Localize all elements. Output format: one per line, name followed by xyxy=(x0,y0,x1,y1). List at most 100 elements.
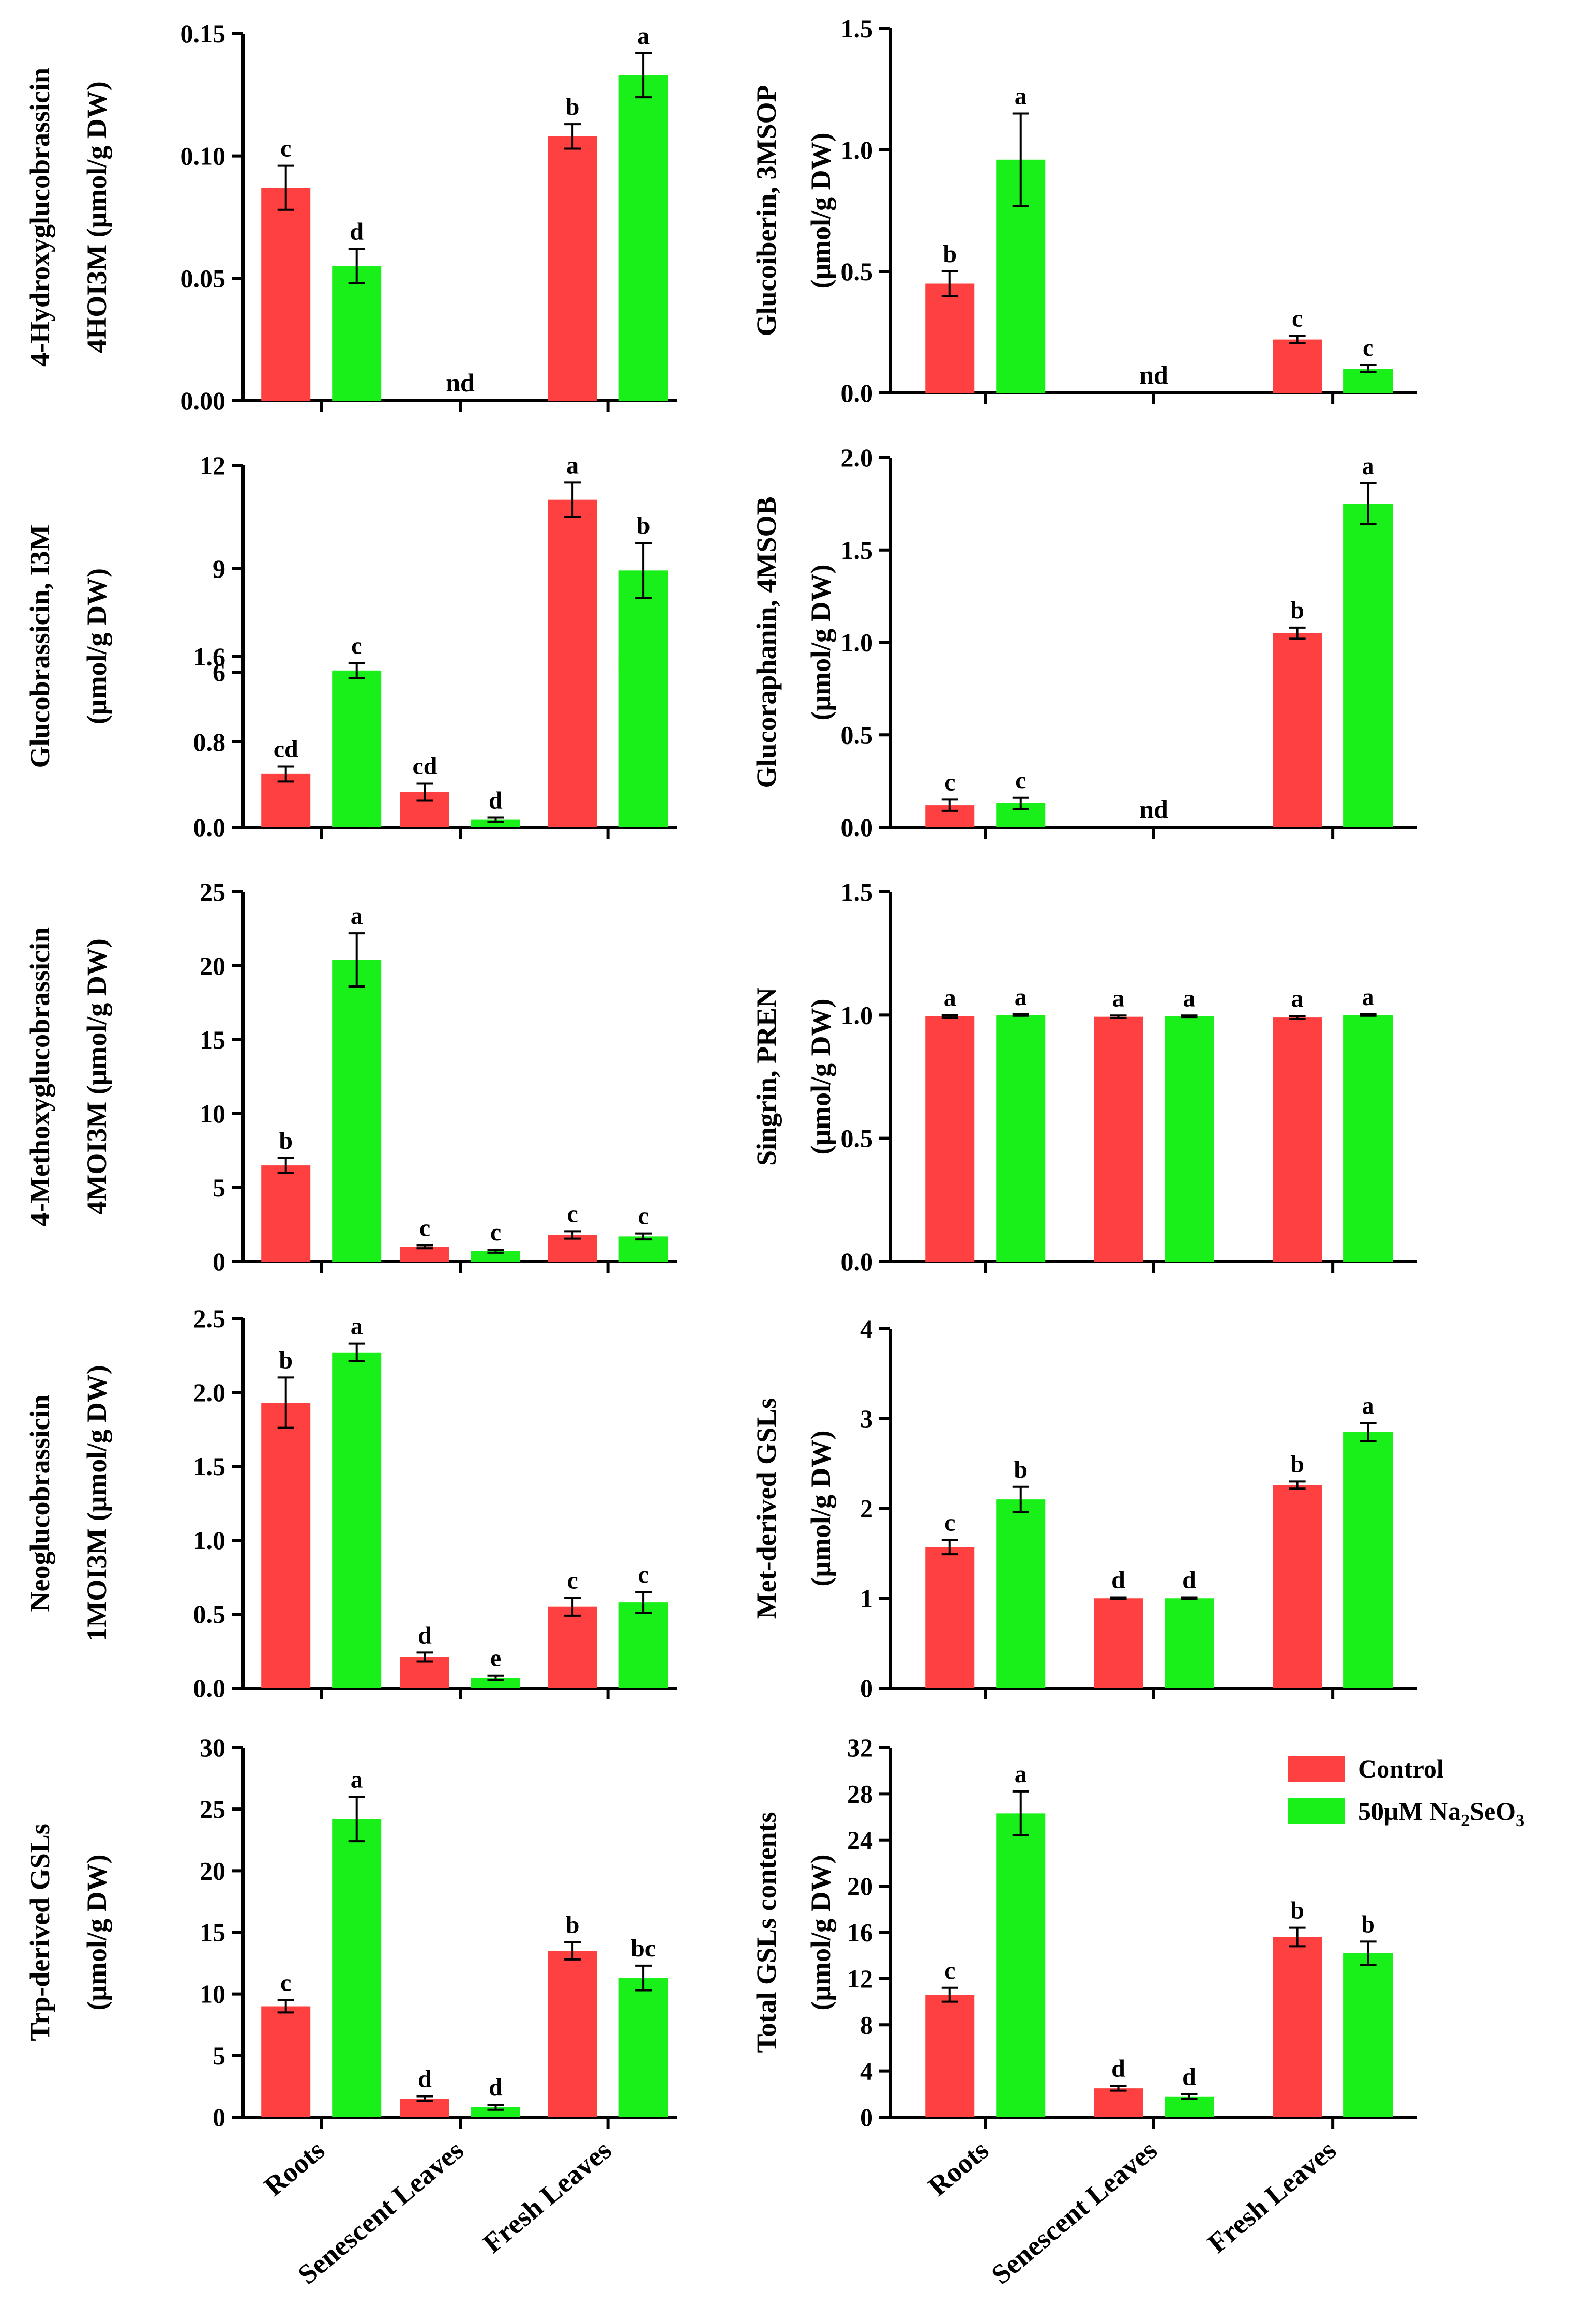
y-axis-label: (μmol/g DW) xyxy=(805,1430,836,1586)
significance-letter: c xyxy=(351,632,362,659)
significance-letter: d xyxy=(1182,1567,1196,1594)
y-axis-label: (μmol/g DW) xyxy=(805,564,836,720)
y-tick-label: 25 xyxy=(200,877,225,906)
y-tick-label: 0.05 xyxy=(180,264,226,293)
significance-letter: c xyxy=(280,1969,291,1997)
chart-panel-9: 0 5 10 15 20 25 30 Trp-derived GSLs (μmol/g DW) c… xyxy=(24,1733,677,2290)
bar xyxy=(548,136,597,401)
significance-letter: c xyxy=(490,1219,501,1246)
bar xyxy=(261,1165,311,1262)
bar xyxy=(1273,1485,1322,1688)
significance-letter: b xyxy=(1290,1897,1304,1924)
x-category-label: Roots xyxy=(258,2134,330,2202)
y-axis-label: (μmol/g DW) xyxy=(805,1854,836,2010)
y-axis-label: (μmol/g DW) xyxy=(805,132,836,288)
y-axis-label: Met-derived GSLs xyxy=(751,1398,782,1619)
significance-letter: c xyxy=(567,1200,578,1227)
y-tick-label: 28 xyxy=(847,1779,873,1808)
significance-letter: b xyxy=(943,240,957,268)
y-axis-label: (μmol/g DW) xyxy=(81,1854,112,2010)
y-tick-label: 0.0 xyxy=(193,813,226,842)
bar xyxy=(1343,1953,1393,2117)
x-category-label: Fresh Leaves xyxy=(1202,2134,1342,2259)
y-axis-label: 4MOI3M (μmol/g DW) xyxy=(81,938,112,1215)
y-tick-label: 16 xyxy=(847,1918,873,1947)
significance-letter: d xyxy=(1111,1567,1125,1594)
y-tick-label: 2.0 xyxy=(841,443,873,472)
legend-treatment-label: 50μM Na2SeO3 xyxy=(1358,1797,1524,1830)
y-tick-label: 1 xyxy=(860,1584,873,1613)
bar xyxy=(618,1236,668,1262)
y-tick-label: 0.5 xyxy=(841,257,873,286)
y-tick-label: 1.0 xyxy=(841,135,873,164)
x-category-label: Fresh Leaves xyxy=(477,2134,617,2259)
bar xyxy=(332,266,382,401)
y-tick-label: 2.0 xyxy=(193,1378,226,1407)
y-tick-label: 0.0 xyxy=(841,813,873,842)
y-tick-label: 10 xyxy=(200,1099,225,1128)
y-tick-label: 9 xyxy=(213,554,225,583)
y-tick-label: 0.5 xyxy=(193,1600,226,1629)
legend-treatment-sub2: 3 xyxy=(1516,1811,1524,1830)
significance-letter: b xyxy=(1014,1456,1028,1483)
nd-label: nd xyxy=(1139,795,1168,824)
significance-letter: a xyxy=(1362,983,1375,1011)
bar xyxy=(618,1978,668,2117)
significance-letter: a xyxy=(351,1766,363,1793)
significance-letter: a xyxy=(566,451,579,479)
significance-letter: c xyxy=(280,135,291,162)
y-tick-label: 20 xyxy=(847,1872,873,1901)
significance-letter: bc xyxy=(631,1935,656,1962)
y-tick-label: 2.5 xyxy=(193,1304,226,1333)
significance-letter: d xyxy=(418,2065,432,2092)
bar xyxy=(332,960,382,1262)
y-tick-label: 15 xyxy=(200,1918,225,1947)
significance-letter: a xyxy=(1015,1760,1027,1788)
significance-letter: a xyxy=(637,22,650,50)
significance-letter: a xyxy=(1015,83,1027,110)
y-axis-label: Trp-derived GSLs xyxy=(24,1824,55,2041)
chart-panel-5: 0 5 10 15 20 25 4-Methoxyglucobrassicin 4MOI3M … xyxy=(24,877,677,1276)
legend-treatment-prefix: 50μM Na xyxy=(1358,1797,1461,1826)
y-tick-label: 4 xyxy=(860,2057,873,2086)
y-tick-label: 1.5 xyxy=(841,877,873,906)
y-axis-label: Glucoiberin, 3MSOP xyxy=(751,85,782,337)
bar xyxy=(332,1352,382,1688)
bar xyxy=(925,283,975,393)
y-tick-label: 0.0 xyxy=(193,1674,226,1703)
y-tick-label: 4 xyxy=(860,1314,873,1343)
y-axis-label: 1MOI3M (μmol/g DW) xyxy=(81,1365,112,1642)
significance-letter: b xyxy=(1290,1450,1304,1478)
y-tick-label: 1.5 xyxy=(193,1452,226,1481)
y-tick-label: 3 xyxy=(860,1404,873,1433)
bar xyxy=(996,1015,1046,1262)
bar xyxy=(261,1403,311,1688)
significance-letter: a xyxy=(944,984,956,1011)
bar xyxy=(261,2006,311,2117)
legend-treatment-sub1: 2 xyxy=(1461,1811,1470,1830)
bar xyxy=(332,670,382,827)
y-axis-label: 4HOI3M (μmol/g DW) xyxy=(81,81,112,353)
significance-letter: a xyxy=(1112,984,1125,1012)
legend-control-swatch xyxy=(1288,1756,1345,1782)
significance-letter: cd xyxy=(274,735,298,763)
bar xyxy=(925,1016,975,1262)
y-tick-label: 0.00 xyxy=(180,386,226,415)
y-axis-label: Neoglucobrassicin xyxy=(24,1394,55,1612)
bar xyxy=(332,1819,382,2117)
significance-letter: c xyxy=(944,1509,955,1536)
bar xyxy=(1343,504,1393,827)
significance-letter: b xyxy=(279,1127,293,1155)
bar xyxy=(1094,1598,1143,1688)
y-axis-label: Glucoraphanin, 4MSOB xyxy=(751,496,782,788)
y-tick-label: 0 xyxy=(213,1247,225,1276)
bar xyxy=(1165,2096,1214,2117)
chart-panel-3: 0.0 0.8 1.66 9 12 Glucobrassicin, I3M (μmol/g … xyxy=(24,451,677,842)
significance-letter: d xyxy=(489,786,503,814)
y-tick-label: 0.0 xyxy=(841,378,873,407)
y-axis-label: Singrin, PREN xyxy=(751,988,782,1166)
bar xyxy=(261,188,311,401)
significance-letter: d xyxy=(1182,2063,1196,2090)
bar xyxy=(471,1677,520,1688)
significance-letter: a xyxy=(1015,983,1027,1011)
